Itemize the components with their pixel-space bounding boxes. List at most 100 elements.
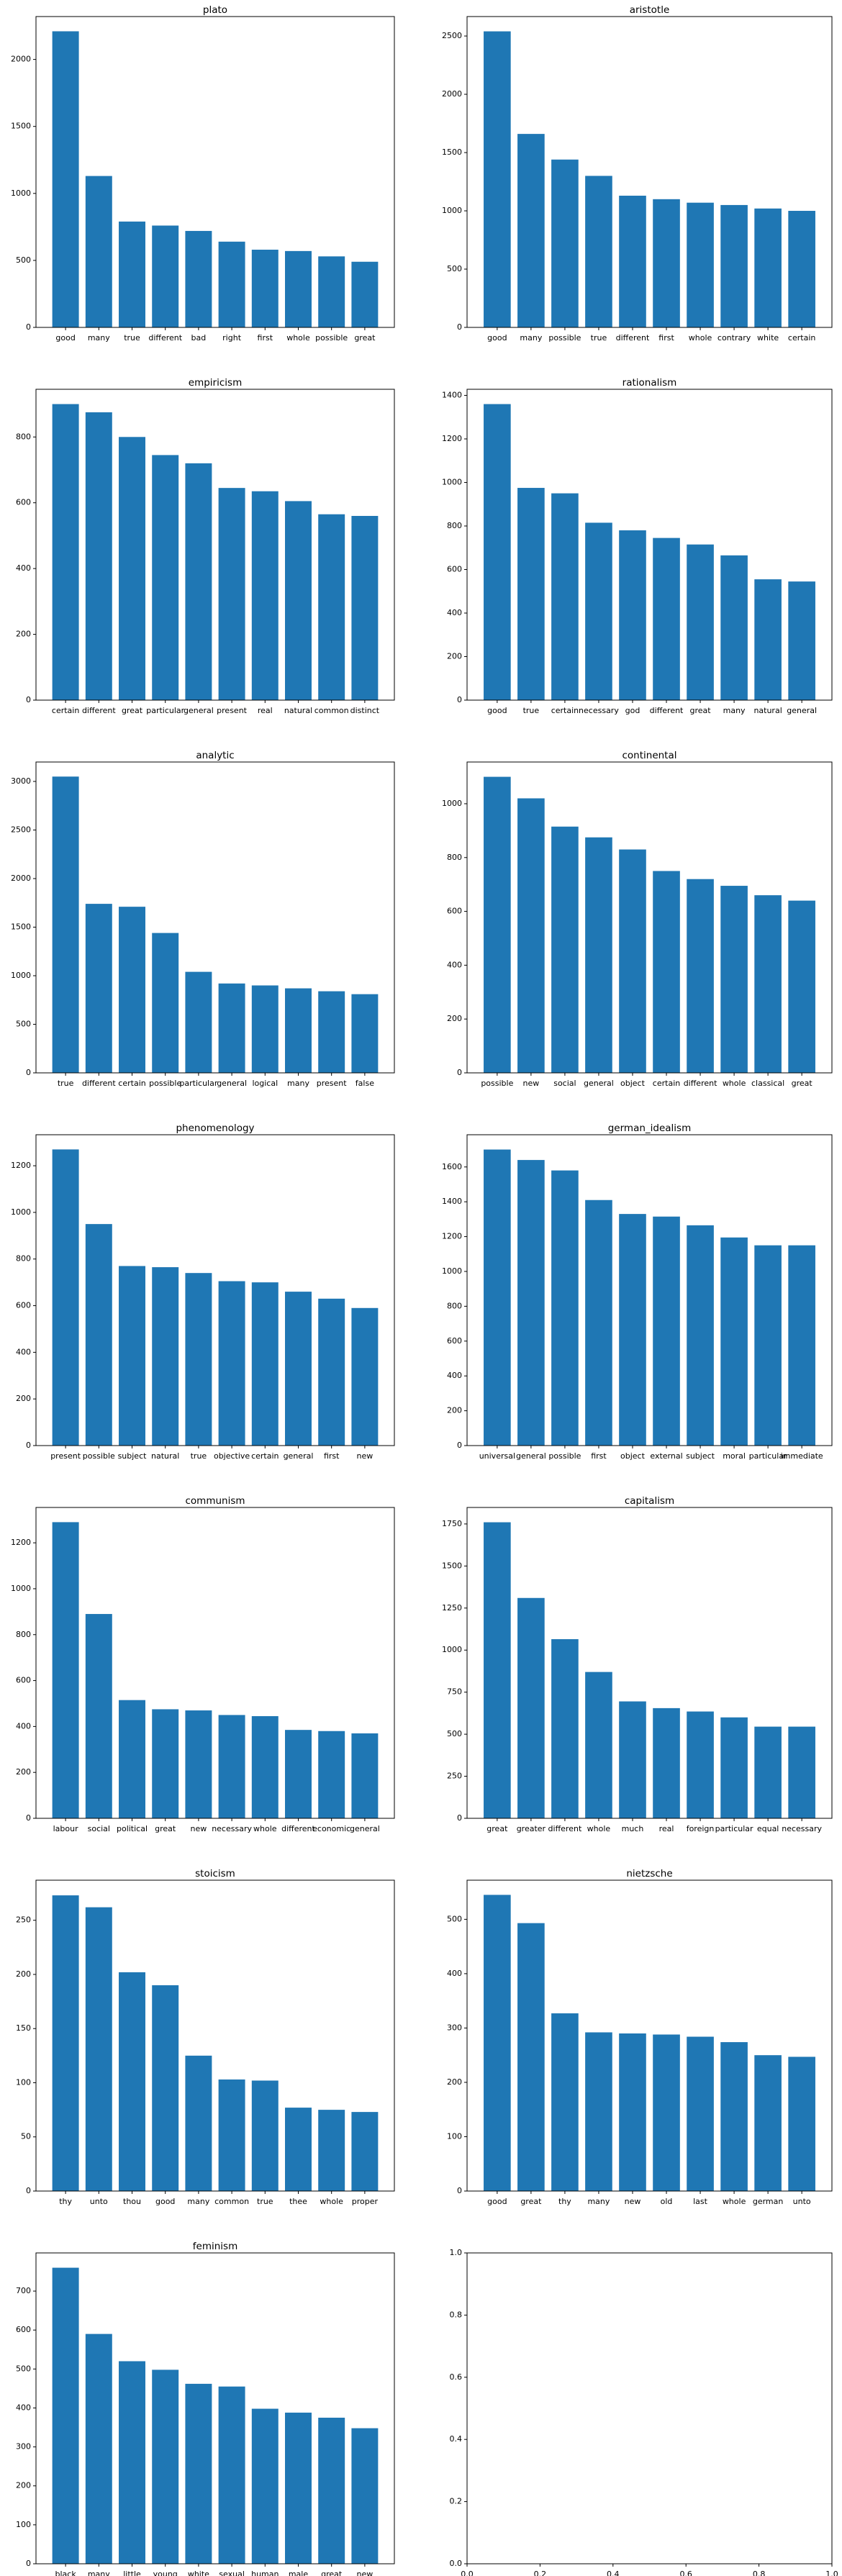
y-tick-label: 1000 [442, 1645, 462, 1654]
axes-frame [35, 1134, 395, 1446]
bar [585, 837, 612, 1073]
axes-frame [466, 1507, 833, 1819]
y-tick-label: 100 [16, 2520, 31, 2529]
y-tick-label: 200 [16, 2481, 31, 2490]
y-tick-label: 200 [16, 1767, 31, 1777]
x-tick-label: 0.0 [461, 2570, 474, 2576]
x-tick-label: great [155, 1824, 176, 1833]
y-tick-label: 0 [26, 1068, 31, 1077]
x-tick-label: great [520, 2197, 542, 2206]
bar [687, 544, 714, 700]
y-tick-label: 2500 [11, 825, 31, 835]
y-tick-label: 1000 [11, 189, 31, 198]
y-tick-label: 1000 [11, 971, 31, 980]
axes-frame [466, 1879, 833, 2192]
y-tick-label: 0 [26, 322, 31, 332]
y-tick-label: 800 [447, 853, 462, 862]
bar [152, 1709, 179, 1818]
x-tick-label: proper [352, 2197, 379, 2206]
x-tick-label: different [650, 706, 684, 715]
x-tick-label: bad [191, 333, 207, 343]
bar [619, 1701, 646, 1818]
bar [585, 1199, 612, 1446]
y-tick-label: 600 [16, 1676, 31, 1685]
y-tick-label: 1250 [442, 1603, 462, 1613]
x-tick-label: subject [686, 1451, 715, 1461]
bar [619, 530, 646, 700]
x-tick-label: general [350, 1824, 380, 1833]
bar [152, 1985, 179, 2191]
y-tick-label: 750 [447, 1687, 462, 1697]
bar [653, 2034, 680, 2191]
x-tick-label: general [217, 1079, 247, 1088]
bar [619, 195, 646, 327]
bar [585, 2032, 612, 2191]
y-tick-label: 1000 [11, 1207, 31, 1217]
y-tick-label: 400 [447, 960, 462, 969]
x-tick-label: new [523, 1079, 540, 1088]
y-tick-label: 400 [447, 1371, 462, 1380]
y-tick-label: 200 [16, 630, 31, 639]
x-tick-label: whole [723, 1079, 746, 1088]
y-tick-label: 200 [447, 1406, 462, 1415]
bar [351, 994, 379, 1073]
x-tick-label: true [257, 2197, 273, 2206]
bar [517, 134, 545, 327]
bar [788, 1245, 815, 1446]
bar [484, 1522, 511, 1818]
x-tick-label: unto [90, 2197, 108, 2206]
y-tick-label: 500 [16, 2364, 31, 2373]
y-tick-label: 600 [16, 498, 31, 507]
y-tick-label: 1750 [442, 1519, 462, 1528]
x-tick-label: white [757, 333, 779, 343]
chart-title: communism [185, 1495, 245, 1507]
bar [484, 404, 511, 700]
x-tick-label: objective [214, 1451, 250, 1461]
y-tick-label: 0 [457, 322, 462, 332]
axes-frame [35, 1507, 395, 1819]
y-tick-label: 0.8 [450, 2310, 463, 2319]
y-tick-label: 1000 [442, 1266, 462, 1276]
x-tick-label: political [117, 1824, 148, 1833]
x-tick-label: object [620, 1079, 646, 1088]
bar [551, 159, 579, 327]
y-tick-label: 400 [16, 563, 31, 573]
x-tick-label: certain [118, 1079, 145, 1088]
x-tick-label: great [321, 2570, 343, 2576]
y-tick-label: 1500 [442, 1561, 462, 1570]
x-tick-label: great [354, 333, 376, 343]
x-tick-label: first [658, 333, 674, 343]
x-tick-label: particular [146, 706, 184, 715]
y-tick-label: 1000 [442, 206, 462, 215]
y-tick-label: 0 [457, 1441, 462, 1450]
x-tick-label: certain [653, 1079, 680, 1088]
bar [285, 988, 312, 1073]
chart-title: phenomenology [176, 1123, 254, 1134]
axes-frame [466, 2252, 833, 2564]
y-tick-label: 1.0 [450, 2248, 463, 2257]
y-tick-label: 1400 [442, 1197, 462, 1206]
bar [653, 871, 680, 1073]
y-tick-label: 600 [447, 1336, 462, 1346]
x-tick-label: true [191, 1451, 207, 1461]
y-tick-label: 400 [447, 608, 462, 617]
x-tick-label: general [584, 1079, 614, 1088]
y-tick-label: 0.2 [450, 2497, 463, 2506]
x-tick-label: little [123, 2570, 141, 2576]
bar [788, 211, 815, 327]
x-tick-label: certain [788, 333, 815, 343]
bar [52, 404, 79, 700]
x-tick-label: necessary [579, 706, 619, 715]
bar [152, 225, 179, 327]
bar [351, 261, 379, 327]
axes-frame [35, 761, 395, 1074]
y-tick-label: 400 [16, 1721, 31, 1731]
x-tick-label: foreign [687, 1824, 715, 1833]
y-tick-label: 100 [16, 2077, 31, 2087]
x-tick-label: thee [289, 2197, 307, 2206]
y-tick-label: 800 [16, 432, 31, 441]
x-tick-label: possible [481, 1079, 513, 1088]
bar [754, 1245, 782, 1446]
x-tick-label: possible [83, 1451, 115, 1461]
bar [119, 907, 145, 1073]
